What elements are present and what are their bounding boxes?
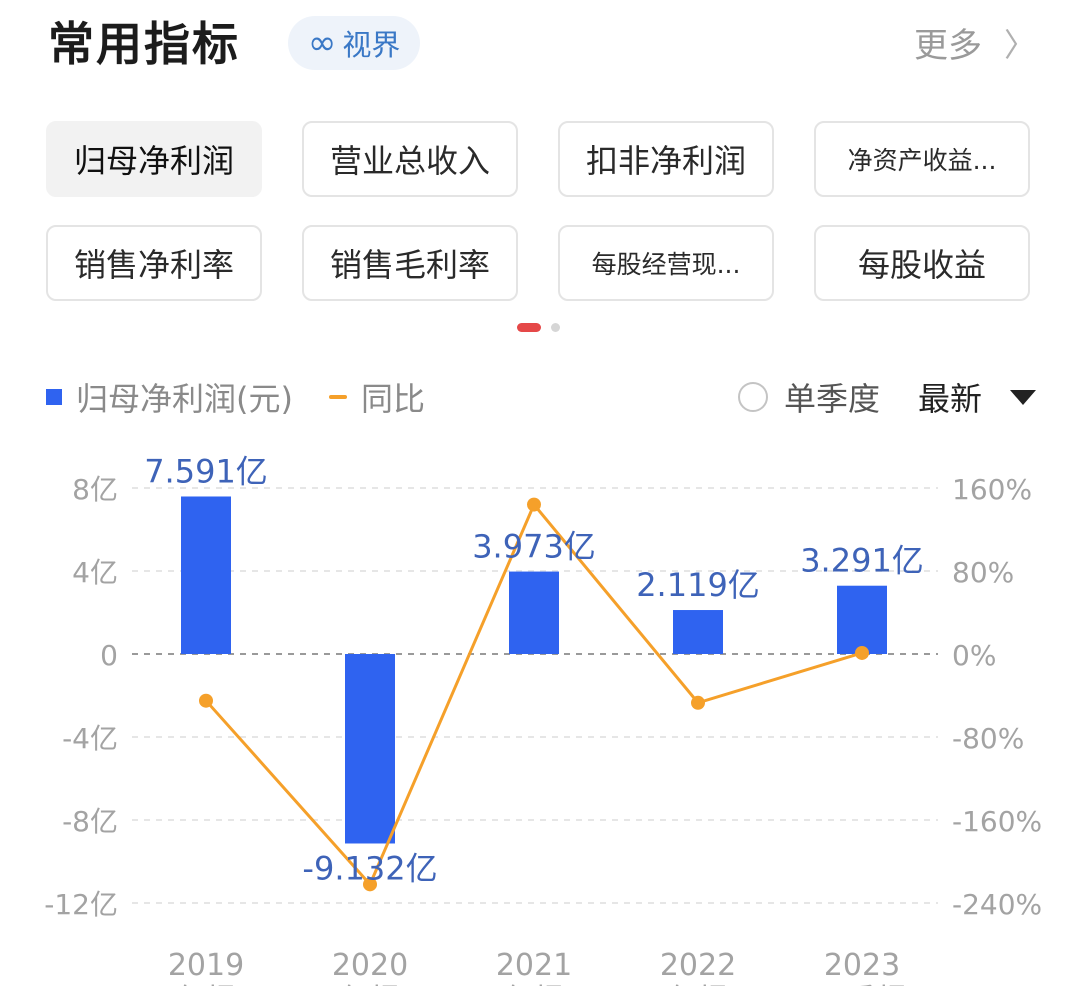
sort-select-label[interactable]: 最新 bbox=[917, 380, 982, 418]
chevron-right-icon: 〉 bbox=[1003, 25, 1036, 64]
season-label[interactable]: 单季度 bbox=[783, 380, 880, 418]
more-label: 更多 bbox=[913, 26, 982, 66]
y-right-tick-label: 80% bbox=[952, 556, 1014, 589]
chip-roe[interactable]: 净资产收益... bbox=[814, 121, 1030, 197]
chip-label: 净资产收益... bbox=[847, 146, 997, 175]
yoy-point bbox=[527, 497, 541, 512]
header: 常用指标 ∞ 视界 更多 〉 bbox=[0, 0, 1080, 90]
x-tick-sublabel: 年报 bbox=[176, 983, 236, 986]
chip-deducted-net-profit[interactable]: 扣非净利润 bbox=[558, 121, 774, 197]
shijie-badge[interactable]: ∞ 视界 bbox=[288, 16, 421, 70]
x-tick-label: 2023 bbox=[824, 948, 900, 983]
bar bbox=[345, 654, 395, 844]
x-tick-sublabel: 三季报 bbox=[817, 983, 907, 986]
x-tick-label: 2019 bbox=[168, 948, 244, 983]
y-right-tick-label: 0% bbox=[952, 639, 996, 672]
x-tick-label: 2022 bbox=[660, 948, 736, 983]
y-left-tick-label: 0 bbox=[100, 639, 118, 672]
page-indicator bbox=[517, 323, 560, 332]
chip-gross-margin[interactable]: 销售毛利率 bbox=[302, 225, 518, 301]
y-left-tick-label: -4亿 bbox=[62, 722, 118, 755]
badge-label: 视界 bbox=[342, 28, 401, 62]
chip-operating-cashflow-per-share[interactable]: 每股经营现... bbox=[558, 225, 774, 301]
chip-label: 营业总收入 bbox=[329, 142, 490, 180]
bar-value-label: 7.591亿 bbox=[144, 452, 268, 490]
yoy-point bbox=[691, 695, 705, 710]
x-tick-sublabel: 年报 bbox=[340, 983, 400, 986]
bar-legend-swatch bbox=[46, 389, 62, 405]
bar-value-label: 2.119亿 bbox=[636, 566, 760, 604]
bar bbox=[673, 610, 723, 654]
y-right-tick-label: -80% bbox=[952, 722, 1024, 755]
y-left-tick-label: 8亿 bbox=[72, 473, 118, 506]
x-tick-sublabel: 年报 bbox=[668, 983, 728, 986]
bar bbox=[181, 496, 231, 654]
y-left-tick-label: 4亿 bbox=[72, 556, 118, 589]
yoy-point bbox=[199, 693, 213, 708]
caret-down-icon[interactable] bbox=[1010, 389, 1036, 405]
yoy-point bbox=[855, 645, 869, 660]
bar bbox=[509, 571, 559, 654]
bar-legend-label: 归母净利润(元) bbox=[76, 380, 293, 418]
yoy-point bbox=[363, 877, 377, 892]
infinity-icon: ∞ bbox=[308, 23, 337, 63]
season-radio[interactable] bbox=[737, 382, 768, 412]
chip-label: 销售毛利率 bbox=[329, 246, 490, 284]
more-link[interactable]: 更多 〉 bbox=[914, 18, 1036, 67]
chip-eps[interactable]: 每股收益 bbox=[814, 225, 1030, 301]
x-tick-sublabel: 年报 bbox=[504, 983, 564, 986]
profit-chart: 8亿 4亿 0 -4亿 -8亿 -12亿 160% 80% 0% -80% -160% -240% 7.… bbox=[44, 452, 1042, 986]
chip-label: 归母净利润 bbox=[73, 142, 234, 180]
bar-value-label: -9.132亿 bbox=[302, 849, 437, 887]
bar-value-label: 3.291亿 bbox=[800, 542, 924, 580]
chip-label: 每股收益 bbox=[857, 246, 986, 284]
chip-label: 每股经营现... bbox=[591, 250, 741, 279]
chip-total-revenue[interactable]: 营业总收入 bbox=[302, 121, 518, 197]
chip-parent-net-profit[interactable]: 归母净利润 bbox=[46, 121, 262, 197]
page-dot-active bbox=[517, 323, 541, 332]
chip-label: 销售净利率 bbox=[73, 246, 234, 284]
y-left-tick-label: -8亿 bbox=[62, 805, 118, 838]
y-right-tick-label: -160% bbox=[952, 805, 1042, 838]
chart-options: 单季度 最新 bbox=[737, 372, 1036, 422]
bar-value-label: 3.973亿 bbox=[472, 528, 596, 566]
y-right-tick-label: -240% bbox=[952, 888, 1042, 921]
page-dot bbox=[551, 323, 560, 332]
x-tick-label: 2020 bbox=[332, 948, 408, 983]
y-left-tick-label: -12亿 bbox=[44, 888, 118, 921]
x-tick-label: 2021 bbox=[496, 948, 572, 983]
chip-net-margin[interactable]: 销售净利率 bbox=[46, 225, 262, 301]
chart-legend: 归母净利润(元) 同比 bbox=[46, 372, 425, 422]
line-legend-label: 同比 bbox=[360, 380, 425, 418]
bar bbox=[837, 585, 887, 654]
line-legend-swatch bbox=[328, 395, 347, 399]
section-title: 常用指标 bbox=[48, 17, 240, 71]
y-right-tick-label: 160% bbox=[952, 473, 1032, 506]
chip-label: 扣非净利润 bbox=[585, 142, 746, 180]
